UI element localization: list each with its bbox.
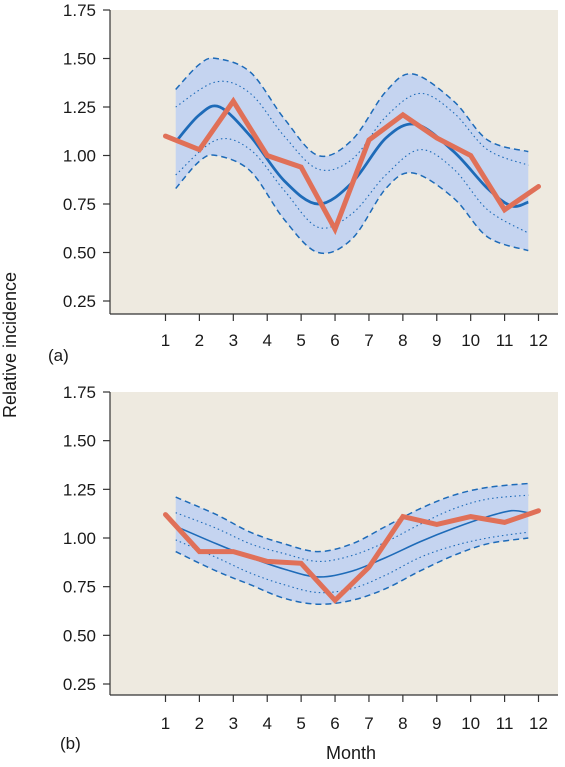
panel-b-y-tick-label: 0.50 [63, 626, 96, 645]
panel-a-x-tick-label: 10 [461, 331, 480, 350]
panel-b-x-tick-label: 12 [529, 714, 548, 733]
panel-b-y-tick-label: 0.25 [63, 675, 96, 694]
y-axis-title: Relative incidence [0, 272, 20, 418]
panel-a-outer-lower-line [175, 154, 529, 255]
panel-b-x-tick-label: 9 [432, 714, 441, 733]
panel-b-x-tick-label: 3 [229, 714, 238, 733]
panel-a-y-tick-label: 1.75 [63, 1, 96, 20]
panel-b-x-tick-label: 5 [296, 714, 305, 733]
panel-b-x-tick-label: 1 [161, 714, 170, 733]
panel-a-confidence-band [175, 58, 529, 254]
panel-a-y-tick-label: 1.25 [63, 98, 96, 117]
panel-a-y-tick-label: 0.25 [63, 292, 96, 311]
panel-b-confidence-band [175, 483, 529, 605]
panel-a-x-tick-label: 2 [195, 331, 204, 350]
panel-b-y-tick-label: 1.00 [63, 529, 96, 548]
panel-a-x-tick-label: 4 [262, 331, 271, 350]
panel-b-label: (b) [60, 734, 81, 753]
panel-b-y-tick-label: 1.25 [63, 480, 96, 499]
panel-b-y-tick-label: 1.50 [63, 432, 96, 451]
panel-a-x-tick-label: 11 [496, 331, 514, 350]
panel-a-x-tick-label: 7 [364, 331, 373, 350]
panel-a-y-tick-label: 0.50 [63, 244, 96, 263]
panel-b-x-tick-label: 8 [398, 714, 407, 733]
panel-b-outer-upper-line [175, 482, 529, 553]
panel-a-y-tick-label: 1.50 [63, 50, 96, 69]
panel-a-x-tick-label: 3 [229, 331, 238, 350]
panel-a-x-tick-label: 9 [432, 331, 441, 350]
panel-b-y-tick-label: 0.75 [63, 578, 96, 597]
panel-a-x-tick-label: 12 [529, 331, 548, 350]
panel-a-y-tick-label: 0.75 [63, 195, 96, 214]
panel-b-observed-line [163, 508, 541, 604]
panel-a-label: (a) [48, 346, 69, 365]
panel-a-x-tick-label: 6 [330, 331, 339, 350]
x-axis-title: Month [326, 743, 376, 763]
panel-a-x-tick-label: 5 [296, 331, 305, 350]
panel-b-x-tick-label: 7 [364, 714, 373, 733]
panel-a-inner-upper-line [175, 80, 529, 172]
panel-a-outer-upper-line [175, 57, 529, 158]
panel-b-inner-upper-line [175, 494, 529, 562]
panel-b-y-tick-label: 1.75 [63, 383, 96, 402]
panel-b: 0.250.500.751.001.251.501.751 2 3 4 5 6 7 8 9 10 1… [63, 383, 558, 733]
panel-a-x-tick-label: 8 [398, 331, 407, 350]
panel-b-x-tick-label: 11 [496, 714, 514, 733]
panel-b-x-tick-label: 2 [195, 714, 204, 733]
panel-a-x-tick-label: 1 [161, 331, 170, 350]
panel-b-x-tick-label: 6 [330, 714, 339, 733]
panel-a-observed-line [163, 96, 541, 236]
panel-b-x-tick-label: 4 [262, 714, 271, 733]
panel-a: 0.250.500.751.001.251.501.751 2 3 4 5 6 7 8 9 10 1… [63, 1, 558, 350]
panel-b-x-tick-label: 10 [461, 714, 480, 733]
panel-b-outer-lower-line [175, 537, 529, 605]
panel-a-y-tick-label: 1.00 [63, 147, 96, 166]
panel-b-inner-lower-line [175, 531, 529, 594]
